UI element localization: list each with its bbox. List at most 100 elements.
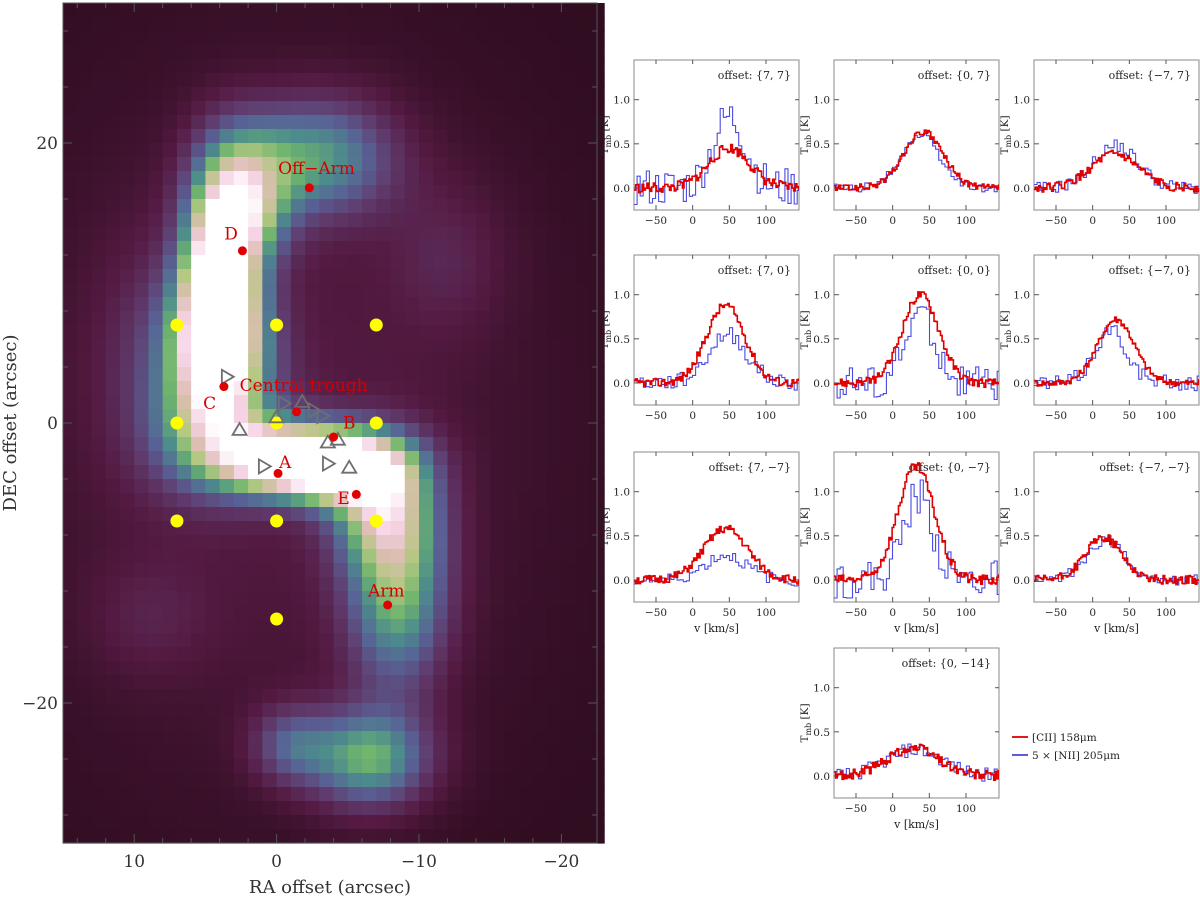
map-pixel — [205, 661, 221, 676]
map-pixel — [419, 297, 434, 312]
map-pixel — [575, 717, 591, 732]
map-pixel — [148, 591, 164, 606]
map-pixel — [433, 381, 449, 396]
spectrum-y-tick-label: 0.0 — [813, 575, 830, 587]
map-pixel — [63, 689, 78, 704]
map-pixel — [404, 731, 420, 746]
map-pixel — [419, 73, 434, 88]
map-pixel — [305, 339, 320, 354]
map-pixel — [119, 73, 135, 88]
map-pixel — [248, 185, 263, 200]
map-pixel — [91, 675, 107, 690]
map-pixel — [419, 157, 434, 172]
map-pixel — [119, 703, 135, 718]
map-pixel — [518, 633, 534, 648]
map-pixel — [105, 185, 121, 200]
map-pixel — [575, 353, 591, 368]
map-pixel — [390, 367, 406, 382]
map-pixel — [404, 297, 420, 312]
map-pixel — [290, 507, 306, 522]
map-pixel — [490, 717, 506, 732]
map-pixel — [404, 773, 420, 788]
map-pixel — [404, 549, 420, 564]
map-pixel — [404, 73, 420, 88]
spectrum-x-axis-label: v [km/s] — [893, 818, 939, 831]
map-pixel — [475, 787, 491, 802]
map-pixel — [362, 549, 377, 564]
map-pixel — [119, 759, 135, 774]
map-pixel — [419, 759, 434, 774]
map-pixel — [233, 339, 249, 354]
map-pixel — [333, 297, 349, 312]
map-pixel — [433, 619, 449, 634]
map-pixel — [347, 801, 363, 816]
map-pixel — [532, 3, 548, 18]
spectrum-x-tick-label: −50 — [1045, 607, 1067, 619]
map-pixel — [105, 199, 121, 214]
map-pixel — [148, 801, 164, 816]
spectrum-x-tick-label: 100 — [1156, 410, 1176, 422]
map-pixel — [532, 731, 548, 746]
map-pixel — [63, 17, 78, 32]
map-pixel — [148, 409, 164, 424]
spectrum-x-tick-label: 0 — [889, 215, 896, 227]
map-pixel — [433, 87, 449, 102]
map-pixel — [191, 17, 206, 32]
map-pixel — [262, 675, 278, 690]
map-pixel — [532, 297, 548, 312]
map-pixel — [248, 101, 263, 116]
map-pixel — [176, 213, 192, 228]
map-pixel — [461, 409, 477, 424]
map-pixel — [276, 647, 292, 662]
map-pixel — [176, 143, 192, 158]
map-pixel — [419, 115, 434, 130]
map-pixel — [518, 283, 534, 298]
map-pixel — [461, 339, 477, 354]
map-pixel — [419, 409, 434, 424]
map-pixel — [77, 689, 93, 704]
map-pixel — [91, 115, 107, 130]
map-pixel — [319, 479, 335, 494]
map-pixel — [461, 549, 477, 564]
map-pixel — [77, 213, 93, 228]
map-pixel — [262, 787, 278, 802]
map-pixel — [419, 437, 434, 452]
map-x-tick-label: 0 — [271, 852, 282, 872]
map-pixel — [433, 479, 449, 494]
map-pixel — [433, 563, 449, 578]
map-pixel — [433, 577, 449, 592]
map-pixel — [134, 87, 150, 102]
map-pixel — [219, 283, 235, 298]
map-pixel — [504, 115, 520, 130]
map-pixel — [248, 731, 263, 746]
map-pixel — [290, 465, 306, 480]
map-pixel — [447, 45, 463, 60]
spectrum-x-tick-label: −50 — [645, 607, 667, 619]
map-pixel — [63, 451, 78, 466]
map-pixel — [119, 423, 135, 438]
cii-spectrum-line — [634, 302, 799, 388]
map-pixel — [347, 633, 363, 648]
map-pixel — [475, 521, 491, 536]
map-pixel — [447, 423, 463, 438]
map-pixel — [575, 759, 591, 774]
map-pixel — [404, 479, 420, 494]
map-pixel — [205, 493, 221, 508]
map-pixel — [162, 59, 178, 74]
map-pixel — [447, 605, 463, 620]
map-pixel — [219, 619, 235, 634]
map-pixel — [433, 661, 449, 676]
map-pixel — [333, 773, 349, 788]
map-pixel — [119, 675, 135, 690]
map-pixel — [119, 101, 135, 116]
map-pixel — [490, 31, 506, 46]
map-pixel — [276, 661, 292, 676]
map-pixel — [105, 675, 121, 690]
map-pixel — [362, 451, 377, 466]
map-pixel — [105, 479, 121, 494]
map-pixel — [433, 353, 449, 368]
map-pixel — [305, 115, 320, 130]
map-pixel — [148, 227, 164, 242]
map-pixel — [305, 829, 320, 844]
map-pixel — [205, 115, 221, 130]
